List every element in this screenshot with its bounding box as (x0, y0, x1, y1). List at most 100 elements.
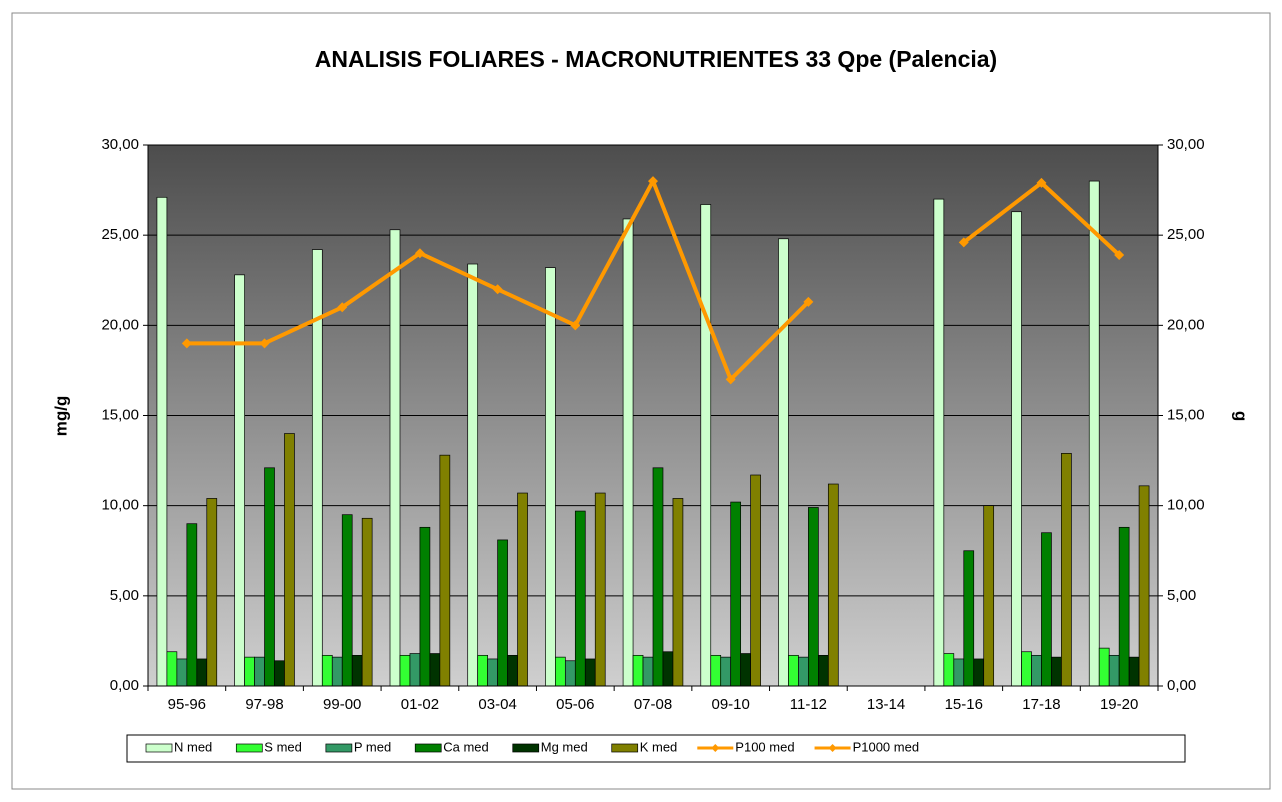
bar (1108, 654, 1120, 687)
x-tick-label: 03-04 (478, 696, 516, 713)
bar (555, 656, 566, 687)
y-tick-label: 10,00 (101, 497, 139, 514)
bar (700, 204, 712, 687)
bar (594, 492, 606, 687)
bar (622, 218, 634, 687)
bar (564, 660, 576, 687)
legend-swatch (145, 743, 173, 753)
bar (274, 660, 285, 687)
legend-label: N med (174, 739, 212, 754)
bar (186, 523, 198, 687)
legend-marker (828, 744, 837, 752)
x-tick-label: 11-12 (790, 696, 827, 713)
bar (1041, 532, 1052, 687)
y2-tick-label: 25,00 (1167, 226, 1205, 243)
bar (943, 653, 955, 687)
bar (497, 539, 508, 687)
legend-swatch (235, 743, 263, 753)
bar (720, 656, 732, 687)
y2-tick-label: 5,00 (1167, 587, 1196, 604)
bar (632, 654, 644, 687)
line-marker (259, 338, 270, 349)
legend-box (126, 734, 1186, 763)
bar (409, 653, 421, 687)
bar (399, 654, 411, 687)
legend-label: Mg med (541, 739, 588, 754)
bar (507, 654, 518, 687)
bar (973, 658, 985, 687)
bar (1088, 180, 1100, 687)
bar (1011, 211, 1022, 687)
x-tick-label: 17-18 (1022, 696, 1060, 713)
line-marker (414, 248, 425, 259)
legend-label: P1000 med (853, 739, 920, 754)
bar (584, 658, 596, 687)
y2-tick-label: 20,00 (1167, 316, 1205, 333)
bar (439, 454, 451, 687)
x-tick-label: 95-96 (168, 696, 206, 713)
x-tick-label: 15-16 (945, 696, 983, 713)
line-marker (492, 284, 503, 295)
legend-label: S med (264, 739, 302, 754)
bar (740, 653, 751, 687)
bar (808, 507, 819, 687)
bar (284, 433, 295, 687)
line-marker (725, 374, 736, 385)
bar (933, 198, 945, 687)
legend-label: P med (354, 739, 391, 754)
y-tick-label: 20,00 (101, 316, 139, 333)
bar (642, 656, 654, 687)
x-tick-label: 97-98 (245, 696, 283, 713)
bar (652, 467, 664, 687)
legend-swatch (414, 743, 442, 753)
bar (730, 501, 742, 687)
bar (244, 656, 255, 687)
bar (953, 658, 965, 687)
legend-swatch (512, 743, 540, 753)
bar (963, 550, 975, 687)
legend-swatch (325, 743, 353, 753)
legend-label: Ca med (443, 739, 489, 754)
bar (750, 474, 761, 687)
x-tick-label: 09-10 (712, 696, 750, 713)
y2-tick-label: 15,00 (1167, 406, 1205, 423)
legend-swatch (611, 743, 639, 753)
bar (477, 654, 488, 687)
y2-tick-label: 0,00 (1167, 677, 1196, 694)
x-tick-label: 01-02 (401, 696, 439, 713)
bar (234, 274, 245, 687)
chart-title: ANALISIS FOLIARES - MACRONUTRIENTES 33 Q… (315, 46, 997, 72)
line-marker (337, 302, 348, 313)
y-tick-label: 25,00 (101, 226, 139, 243)
line-marker (1036, 177, 1047, 188)
y2-tick-label: 10,00 (1167, 497, 1205, 514)
line-marker (181, 338, 192, 349)
bar (818, 654, 829, 687)
bar (331, 656, 343, 687)
bar (1118, 526, 1130, 687)
line-marker (648, 176, 658, 187)
bar (662, 651, 674, 687)
bar (1061, 453, 1072, 687)
bar (176, 658, 188, 687)
bar (710, 654, 722, 687)
bar (206, 498, 218, 687)
bar (574, 510, 586, 687)
bar (156, 196, 168, 687)
bar (254, 656, 265, 687)
bar (778, 238, 789, 687)
y-tick-label: 5,00 (110, 587, 139, 604)
legend-label: K med (640, 739, 678, 754)
bar (361, 517, 373, 687)
bar (341, 514, 353, 687)
y-axis-title: mg/g (51, 396, 70, 437)
bar (1128, 656, 1140, 687)
bar (1031, 654, 1042, 687)
bar (351, 654, 363, 687)
x-tick-label: 05-06 (556, 696, 594, 713)
bar (788, 654, 799, 687)
bar (264, 467, 275, 687)
legend-marker (711, 744, 720, 752)
bar (983, 505, 995, 687)
bar (545, 267, 556, 687)
